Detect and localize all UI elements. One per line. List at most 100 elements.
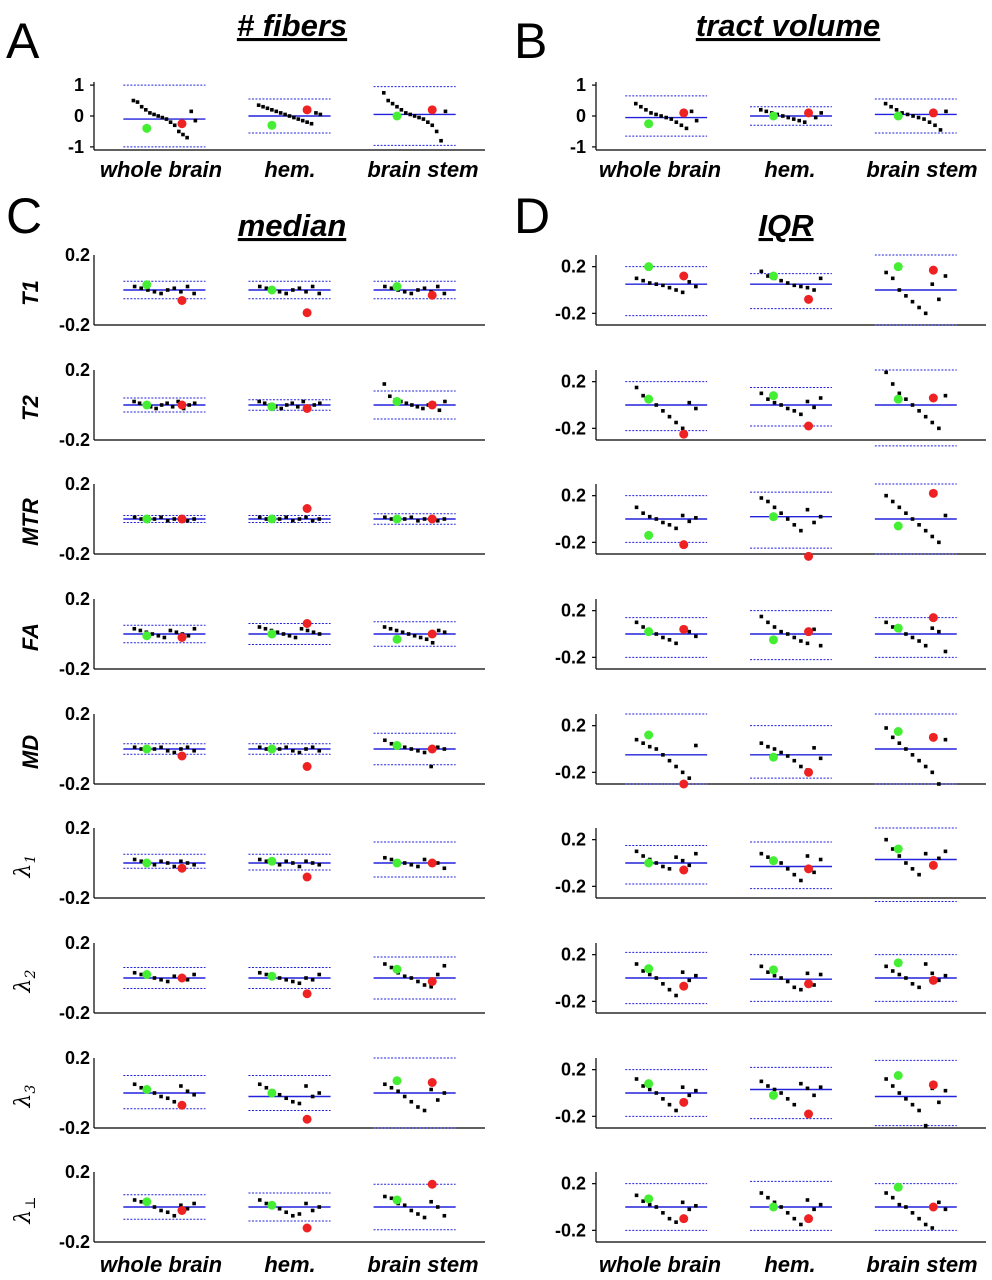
data-point <box>422 1215 427 1220</box>
data-point <box>317 291 322 296</box>
data-point <box>430 640 435 645</box>
data-point <box>409 515 414 520</box>
data-point <box>275 630 280 635</box>
data-point <box>270 108 274 112</box>
green-marker <box>142 970 152 979</box>
data-point <box>694 1204 698 1208</box>
y-tick-label: 0 <box>74 106 84 126</box>
subplot-D-T2: 0.2 -0.2 <box>555 369 986 447</box>
data-point <box>389 741 394 746</box>
green-marker <box>768 965 778 975</box>
data-point <box>143 108 148 112</box>
data-point <box>634 849 639 854</box>
green-marker <box>893 262 903 272</box>
data-point <box>759 964 764 969</box>
data-point <box>264 286 269 291</box>
data-point <box>408 112 413 117</box>
green-marker <box>267 856 277 866</box>
green-marker <box>893 958 903 968</box>
data-point <box>937 978 941 983</box>
y-tick-label: -0.2 <box>555 418 586 438</box>
data-point <box>812 1093 816 1098</box>
data-point <box>805 507 810 512</box>
data-point <box>818 857 823 862</box>
data-point <box>388 394 392 399</box>
panel-title-b: tract volume <box>696 8 880 43</box>
green-marker <box>644 119 654 129</box>
subplot-D-T1: 0.2 -0.2 <box>555 254 986 326</box>
red-marker <box>804 627 814 637</box>
data-point <box>634 1077 639 1081</box>
data-point <box>304 1201 308 1206</box>
subplot-C-lperp: 0.2 -0.2 λ⊥ <box>11 1162 485 1252</box>
subplot-D-l2: 0.2 -0.2 <box>555 943 986 1014</box>
data-point <box>884 964 888 969</box>
data-point <box>641 625 645 629</box>
data-point <box>301 399 306 404</box>
data-point <box>674 120 679 124</box>
data-point <box>152 517 157 521</box>
data-point <box>818 756 823 761</box>
data-point <box>314 111 318 115</box>
subplot-A-fibers: 1 0 -1 <box>68 75 485 157</box>
red-marker <box>302 989 312 999</box>
data-point <box>409 291 414 296</box>
data-point <box>897 741 902 745</box>
data-point <box>667 1102 672 1107</box>
green-marker <box>893 394 903 404</box>
data-point <box>148 111 152 115</box>
data-point <box>312 403 317 407</box>
data-point <box>654 517 659 521</box>
data-point <box>429 764 433 769</box>
x-category-label: brain stem <box>866 157 977 182</box>
data-point <box>383 1082 387 1087</box>
data-point <box>394 628 399 633</box>
data-point <box>159 745 163 750</box>
data-point <box>192 862 196 867</box>
green-marker <box>644 1079 654 1089</box>
data-point <box>382 625 387 629</box>
y-tick-label: 0.2 <box>561 945 586 965</box>
red-marker <box>427 629 437 639</box>
data-point <box>799 412 803 417</box>
green-marker <box>267 629 277 639</box>
x-category-label: hem. <box>264 157 315 182</box>
data-point <box>389 857 394 862</box>
data-point <box>889 104 893 109</box>
data-point <box>152 289 157 294</box>
data-point <box>687 1207 692 1212</box>
green-marker <box>142 631 152 641</box>
data-point <box>930 534 935 539</box>
data-point <box>799 987 803 992</box>
data-point <box>890 625 895 629</box>
data-point <box>284 403 289 407</box>
row-label: T1 <box>18 280 43 306</box>
y-tick-label: -0.2 <box>59 1118 90 1138</box>
data-point <box>402 1094 407 1099</box>
data-point <box>772 1087 777 1092</box>
data-point <box>139 286 144 291</box>
data-point <box>634 1193 639 1198</box>
data-point <box>930 1226 935 1230</box>
data-point <box>687 519 692 524</box>
data-point <box>435 1205 440 1209</box>
data-point <box>416 1212 420 1216</box>
data-point <box>422 517 427 521</box>
y-tick-label: 0.2 <box>561 601 586 621</box>
red-marker <box>302 872 312 882</box>
data-point <box>283 112 287 117</box>
data-point <box>277 976 282 980</box>
data-point <box>667 523 672 527</box>
data-point <box>772 505 777 510</box>
y-tick-label: 0.2 <box>561 830 586 850</box>
data-point <box>402 517 407 521</box>
data-point <box>680 1085 685 1089</box>
data-point <box>799 1081 803 1086</box>
data-point <box>192 1092 196 1097</box>
data-point <box>785 406 790 411</box>
data-point <box>943 1207 948 1212</box>
data-point <box>644 108 648 112</box>
red-marker <box>177 751 187 761</box>
red-marker <box>302 504 312 513</box>
data-point <box>150 632 155 636</box>
